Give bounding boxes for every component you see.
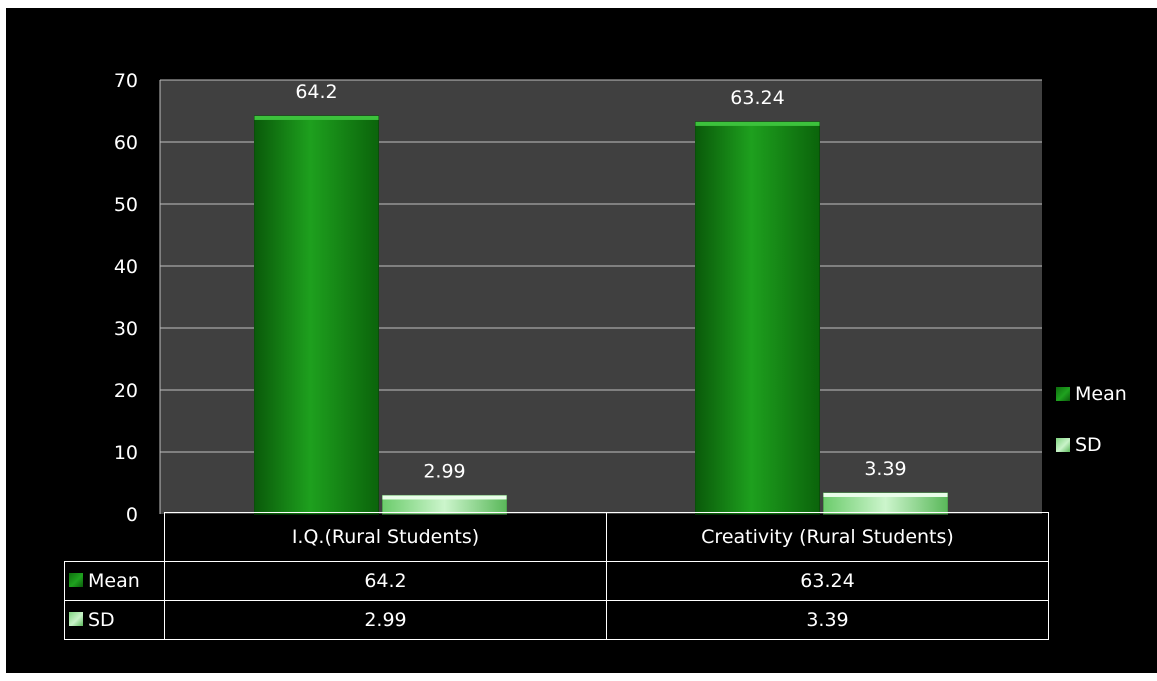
data-label-sd: 3.39	[864, 458, 906, 480]
y-tick-label: 40	[114, 256, 138, 278]
y-tick-label: 10	[114, 442, 138, 464]
data-table-cell: 3.39	[606, 600, 1049, 640]
bar-top-sd	[823, 492, 948, 497]
data-table-row-label: SD	[64, 600, 165, 640]
bar-mean	[695, 121, 820, 515]
bar-top-mean	[254, 115, 379, 120]
data-table-swatch-sd	[69, 612, 83, 626]
legend-label-sd: SD	[1075, 433, 1102, 456]
bar-mean	[254, 115, 379, 515]
chart-frame: 0 10 20 30 40 50 60 70 64.2 63.24 2.99 3.39 Mean SD…	[6, 8, 1157, 673]
y-tick-label: 60	[114, 132, 138, 154]
data-table: I.Q.(Rural Students) Creativity (Rural S…	[64, 512, 1049, 640]
data-table-category: I.Q.(Rural Students)	[164, 512, 607, 562]
bar-top-mean	[695, 121, 820, 126]
y-tick-label: 20	[114, 380, 138, 402]
y-tick-label: 70	[114, 70, 138, 92]
y-tick-label: 50	[114, 194, 138, 216]
legend-item-sd: SD	[1056, 429, 1127, 460]
legend-swatch-sd	[1056, 437, 1070, 452]
data-table-category: Creativity (Rural Students)	[606, 512, 1049, 562]
data-label-sd: 2.99	[423, 460, 465, 482]
bar-top-sd	[382, 495, 507, 500]
data-label-mean: 63.24	[730, 87, 784, 109]
data-table-row-label-text: Mean	[88, 570, 140, 592]
legend-swatch-mean	[1056, 386, 1070, 401]
data-table-cell: 63.24	[606, 561, 1049, 601]
data-table-row-label-text: SD	[88, 609, 115, 631]
legend-label-mean: Mean	[1075, 382, 1127, 405]
data-table-cell: 64.2	[164, 561, 607, 601]
y-tick-label: 30	[114, 318, 138, 340]
legend: Mean SD	[1056, 378, 1127, 480]
data-table-swatch-mean	[69, 573, 83, 587]
legend-item-mean: Mean	[1056, 378, 1127, 409]
data-table-corner	[64, 512, 165, 562]
data-table-header-row: I.Q.(Rural Students) Creativity (Rural S…	[64, 512, 1049, 562]
data-table-cell: 2.99	[164, 600, 607, 640]
data-label-mean: 64.2	[295, 81, 337, 103]
data-table-row-sd: SD 2.99 3.39	[64, 600, 1049, 640]
data-table-row-mean: Mean 64.2 63.24	[64, 561, 1049, 601]
data-table-row-label: Mean	[64, 561, 165, 601]
